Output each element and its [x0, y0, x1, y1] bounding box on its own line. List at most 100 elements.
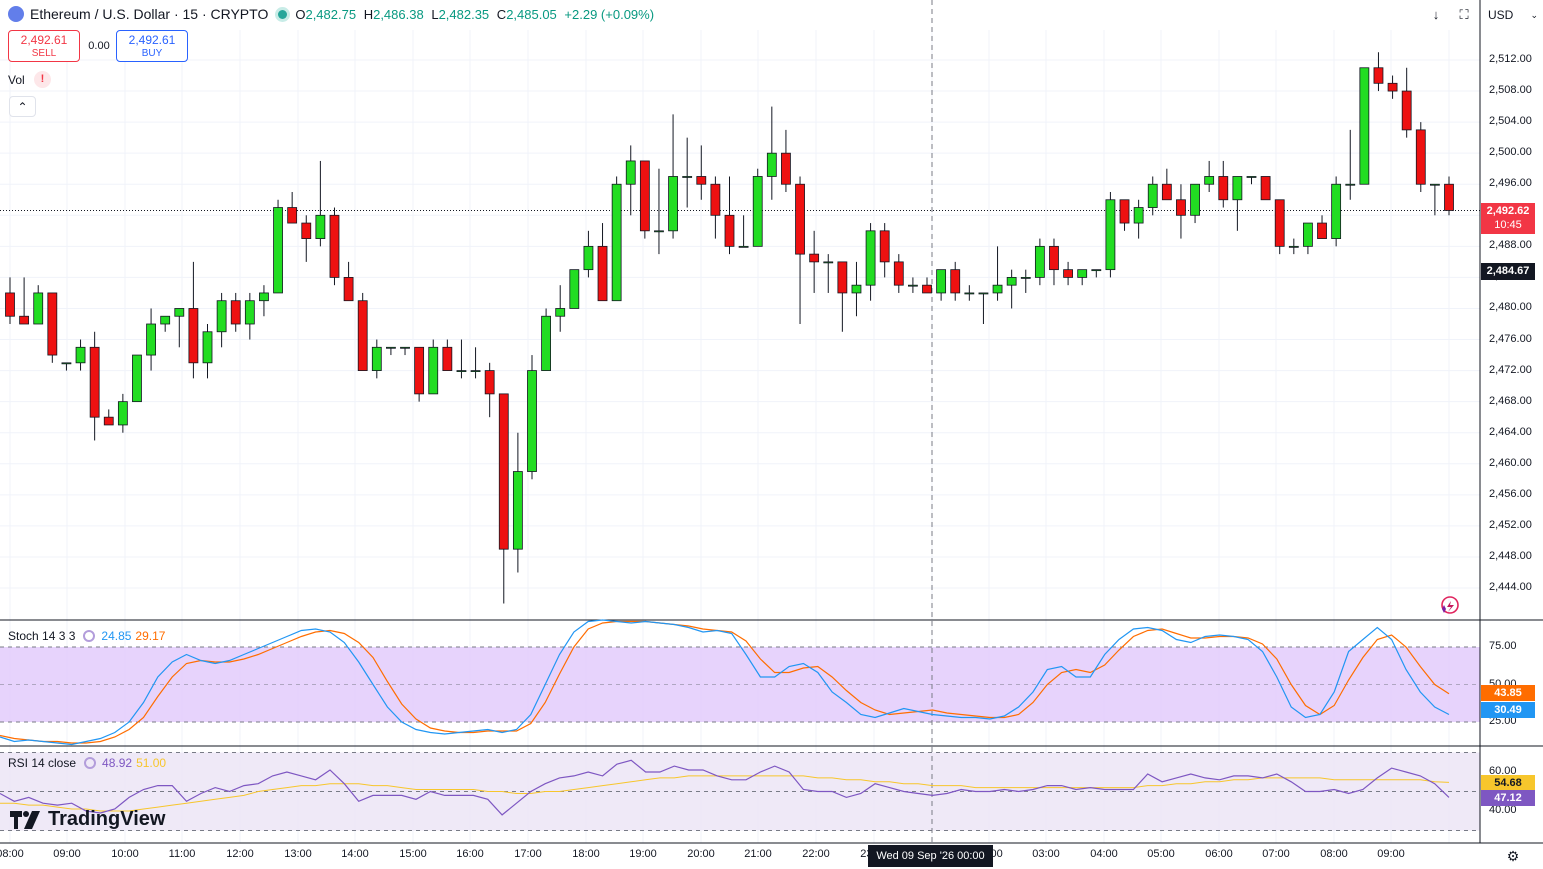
time-tick-label: 10:00: [111, 848, 139, 860]
candle-body: [639, 160, 650, 232]
buy-button[interactable]: 2,492.61 BUY: [116, 30, 188, 62]
time-tick-label: 06:00: [1205, 848, 1233, 860]
rsi-tick-label: 40.00: [1489, 804, 1517, 816]
sparkle-icon[interactable]: [1436, 595, 1460, 619]
candle-body: [1190, 183, 1200, 216]
price-tick-label: 2,460.00: [1489, 456, 1532, 469]
rsi-ma-tag: 54.68: [1481, 775, 1535, 791]
candle-body: [75, 346, 86, 364]
time-tick-label: 09:00: [53, 848, 81, 860]
spread-value: 0.00: [88, 40, 110, 52]
alert-icon[interactable]: !: [34, 71, 51, 88]
candle-body: [1020, 277, 1031, 279]
candle-body: [400, 346, 410, 349]
candle-body: [19, 315, 30, 325]
candle-body: [5, 292, 15, 317]
candle-body: [738, 245, 749, 248]
price-tick-label: 2,500.00: [1489, 146, 1532, 159]
stoch-d-tag: 43.85: [1481, 685, 1535, 701]
crosshair-time-label: Wed 09 Sep '26 00:00: [868, 845, 993, 867]
candle-body: [414, 346, 425, 395]
download-icon[interactable]: ↓: [1432, 7, 1440, 22]
candle-body: [1444, 183, 1454, 211]
candle-body: [625, 160, 636, 185]
candle-body: [1119, 199, 1130, 224]
time-tick-label: 07:00: [1262, 848, 1290, 860]
candle-body: [950, 269, 961, 294]
price-tick-label: 2,452.00: [1489, 518, 1532, 531]
candle-body: [1147, 183, 1158, 208]
cycle-icon: [84, 757, 97, 769]
candle-body: [569, 269, 580, 309]
settings-icon[interactable]: ⚙: [1506, 848, 1520, 864]
candle-body: [851, 284, 862, 294]
candle-body: [1063, 269, 1073, 278]
candle-body: [146, 323, 156, 356]
time-tick-label: 04:00: [1090, 848, 1118, 860]
chart-header: Ethereum / U.S. Dollar · 15 · CRYPTO O2,…: [0, 0, 1480, 28]
candle-body: [1204, 176, 1215, 185]
candle-body: [893, 261, 904, 286]
candle-body: [696, 176, 707, 185]
candle-body: [484, 370, 495, 395]
price-tick-label: 2,468.00: [1489, 394, 1532, 407]
rsi-legend[interactable]: RSI 14 close 48.92 51.00: [8, 756, 167, 770]
candle-body: [809, 253, 820, 263]
candle-body: [1401, 90, 1412, 131]
rsi-ma-line: [0, 775, 1450, 812]
candle-body: [837, 261, 848, 294]
candle-body: [823, 261, 834, 264]
candle-body: [301, 222, 312, 239]
candle-body: [456, 370, 467, 372]
price-tick-label: 2,456.00: [1489, 487, 1532, 500]
sell-button[interactable]: 2,492.61 SELL: [8, 30, 80, 62]
candle-body: [1176, 199, 1186, 216]
volume-label[interactable]: Vol: [8, 73, 25, 87]
candle-body: [1288, 245, 1299, 248]
candle-body: [103, 416, 114, 426]
candle-body: [1091, 269, 1102, 272]
candle-body: [978, 292, 989, 295]
candle-body: [597, 245, 608, 302]
time-tick-label: 16:00: [456, 848, 484, 860]
stoch-legend[interactable]: Stoch 14 3 3 24.85 29.17: [8, 629, 166, 643]
change-value: +2.29 (+0.09%): [564, 6, 655, 22]
time-tick-label: 11:00: [168, 848, 196, 860]
candle-body: [188, 308, 199, 364]
rsi-tick-label: 60.00: [1489, 765, 1517, 777]
cycle-icon: [83, 630, 96, 642]
tradingview-logo-icon: [10, 810, 40, 829]
candle-body: [1006, 277, 1017, 286]
candle-body: [781, 152, 791, 185]
candle-body: [329, 214, 340, 278]
candle-body: [470, 370, 481, 372]
time-tick-label: 03:00: [1032, 848, 1060, 860]
currency-select[interactable]: USD ⌄: [1482, 3, 1540, 27]
chevron-up-icon: ⌃: [17, 100, 28, 114]
symbol-title[interactable]: Ethereum / U.S. Dollar · 15 · CRYPTO: [30, 6, 269, 22]
candle-body: [1345, 183, 1356, 186]
candle-body: [1331, 183, 1342, 239]
stoch-k-line: [0, 619, 1450, 746]
candle-body: [132, 354, 142, 403]
candle-body: [992, 284, 1003, 294]
candle-body: [315, 214, 326, 239]
candle-body: [922, 284, 932, 294]
candle-body: [1161, 183, 1172, 201]
collapse-button[interactable]: ⌃: [9, 96, 36, 117]
time-tick-label: 08:00: [1320, 848, 1348, 860]
candle-body: [583, 245, 594, 271]
candle-body: [160, 315, 171, 325]
ethereum-icon: [8, 6, 24, 22]
time-tick-label: 17:00: [514, 848, 542, 860]
candle-body: [117, 401, 128, 426]
candle-body: [498, 393, 509, 550]
candle-body: [710, 183, 721, 216]
candle-body: [371, 346, 382, 371]
time-tick-label: 21:00: [744, 848, 772, 860]
fullscreen-icon[interactable]: ⛶: [1459, 7, 1469, 22]
candle-body: [879, 230, 890, 263]
price-tick-label: 2,472.00: [1489, 363, 1532, 376]
candle-body: [47, 292, 58, 356]
